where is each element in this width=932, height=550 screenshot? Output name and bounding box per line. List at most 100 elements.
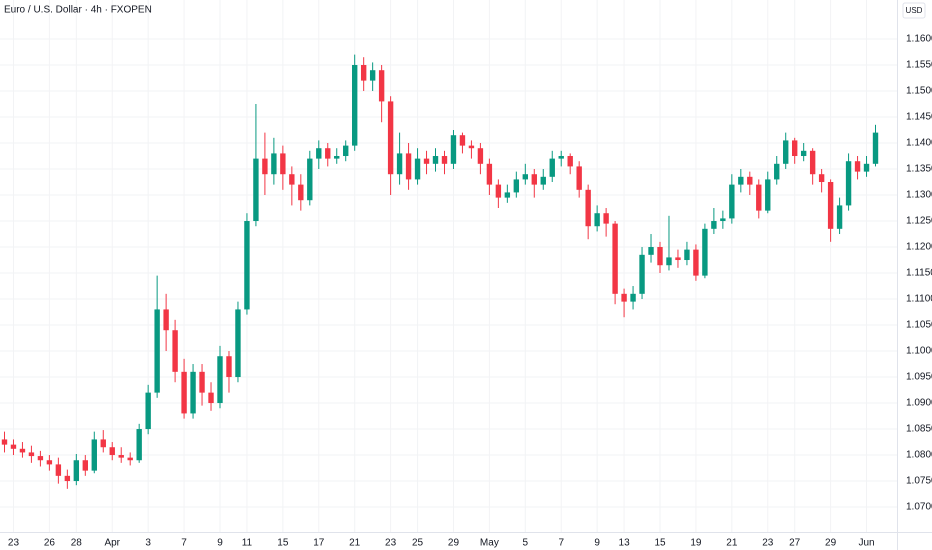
y-tick-label: 1.07500 xyxy=(906,476,932,487)
candle-body xyxy=(55,464,62,476)
x-tick-label: 5 xyxy=(523,538,529,549)
candle-body xyxy=(414,158,421,180)
candle-body xyxy=(549,158,555,177)
currency-box[interactable] xyxy=(902,2,926,19)
x-tick-label: 3 xyxy=(145,538,151,549)
candle-body xyxy=(378,70,385,102)
x-tick-label: 17 xyxy=(313,538,325,549)
candle-body xyxy=(648,247,654,255)
x-tick-label: 15 xyxy=(654,538,666,549)
candle-body xyxy=(845,161,852,206)
candle-body xyxy=(639,254,645,294)
candle-body xyxy=(468,145,475,149)
candle-body xyxy=(621,293,627,302)
candle-body xyxy=(325,148,331,159)
candle-body xyxy=(46,460,53,465)
candle-body xyxy=(792,140,798,157)
candle-body xyxy=(809,150,816,175)
candle-body xyxy=(19,448,26,453)
candle-body xyxy=(432,156,439,164)
candle-body xyxy=(343,145,349,157)
x-tick-label: 7 xyxy=(558,538,564,549)
candle-body xyxy=(334,156,340,159)
x-tick-label: 19 xyxy=(690,538,702,549)
candle-body xyxy=(594,213,600,227)
candle-body xyxy=(163,309,169,331)
y-tick-label: 1.12000 xyxy=(906,242,932,253)
candle-body xyxy=(513,179,520,193)
candle-body xyxy=(271,153,277,175)
candle-body xyxy=(199,371,205,393)
candle-body xyxy=(684,249,690,261)
candle-body xyxy=(423,158,430,164)
candle-body xyxy=(316,148,322,159)
candle-body xyxy=(504,192,511,198)
x-tick-label: 23 xyxy=(385,538,397,549)
x-tick-label: 29 xyxy=(448,538,460,549)
candle-body xyxy=(720,218,726,222)
candle-body xyxy=(666,257,672,266)
candle-body xyxy=(800,150,807,157)
y-axis-label: USD xyxy=(906,6,923,15)
candle-body xyxy=(217,356,223,404)
candle-body xyxy=(522,174,528,180)
chart-title: Euro / U.S. Dollar · 4h · FXOPEN xyxy=(4,5,152,16)
candle-body xyxy=(253,158,259,222)
candle-body xyxy=(352,65,358,146)
candle-body xyxy=(145,392,151,430)
candle-body xyxy=(369,70,376,81)
candle-body xyxy=(28,452,35,457)
candle-body xyxy=(567,156,573,167)
x-tick-label: May xyxy=(480,538,499,549)
candle-body xyxy=(854,161,861,172)
candle-body xyxy=(109,447,115,456)
x-tick-label: 28 xyxy=(71,538,83,549)
candle-body xyxy=(486,163,493,185)
y-tick-label: 1.11000 xyxy=(906,294,932,305)
candle-body xyxy=(612,223,618,294)
candle-body xyxy=(262,158,268,175)
candle-body xyxy=(729,184,735,219)
candle-body xyxy=(765,179,771,211)
candle-body xyxy=(396,153,403,175)
candle-body xyxy=(738,176,744,185)
candles xyxy=(1,54,879,489)
y-tick-label: 1.09000 xyxy=(906,398,932,409)
candle-body xyxy=(827,182,834,229)
y-tick-label: 1.15500 xyxy=(906,60,932,71)
x-tick-label: 15 xyxy=(277,538,289,549)
x-tick-label: 23 xyxy=(762,538,774,549)
candle-body xyxy=(136,429,142,461)
y-tick-label: 1.15000 xyxy=(906,86,932,97)
x-tick-label: 21 xyxy=(726,538,738,549)
x-tick-label: 25 xyxy=(412,538,424,549)
candle-body xyxy=(91,439,97,471)
candle-body xyxy=(181,371,187,414)
candle-body xyxy=(1,439,8,445)
candle-body xyxy=(603,213,609,224)
x-tick-label: 13 xyxy=(619,538,631,549)
x-tick-label: 9 xyxy=(594,538,600,549)
x-tick-label: 9 xyxy=(217,538,223,549)
candle-body xyxy=(387,101,394,175)
y-tick-label: 1.11500 xyxy=(906,268,932,279)
candle-body xyxy=(693,249,699,276)
candle-body xyxy=(657,247,663,266)
candle-body xyxy=(872,132,879,164)
x-tick-label: Apr xyxy=(104,538,120,549)
candle-body xyxy=(127,457,133,461)
candle-body xyxy=(244,221,250,310)
candle-body xyxy=(280,153,286,175)
candle-body xyxy=(630,293,636,302)
candle-body xyxy=(783,140,789,164)
candle-body xyxy=(405,153,412,180)
y-tick-label: 1.10500 xyxy=(906,320,932,331)
x-tick-label: 21 xyxy=(349,538,361,549)
candle-body xyxy=(450,135,457,164)
candle-body xyxy=(360,65,367,81)
candle-body xyxy=(64,475,71,482)
y-tick-label: 1.12500 xyxy=(906,216,932,227)
candle-body xyxy=(774,163,780,180)
